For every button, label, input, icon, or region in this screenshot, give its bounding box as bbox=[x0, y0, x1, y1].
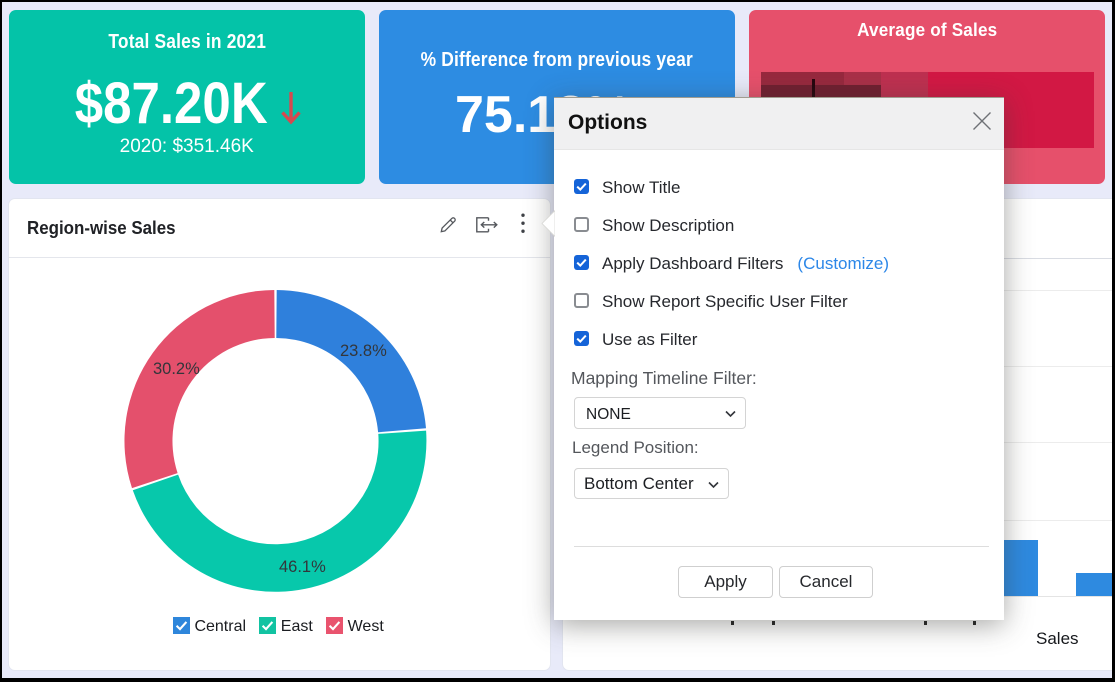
svg-text:30.2%: 30.2% bbox=[153, 360, 200, 378]
svg-text:46.1%: 46.1% bbox=[279, 558, 326, 576]
svg-text:23.8%: 23.8% bbox=[340, 342, 387, 360]
